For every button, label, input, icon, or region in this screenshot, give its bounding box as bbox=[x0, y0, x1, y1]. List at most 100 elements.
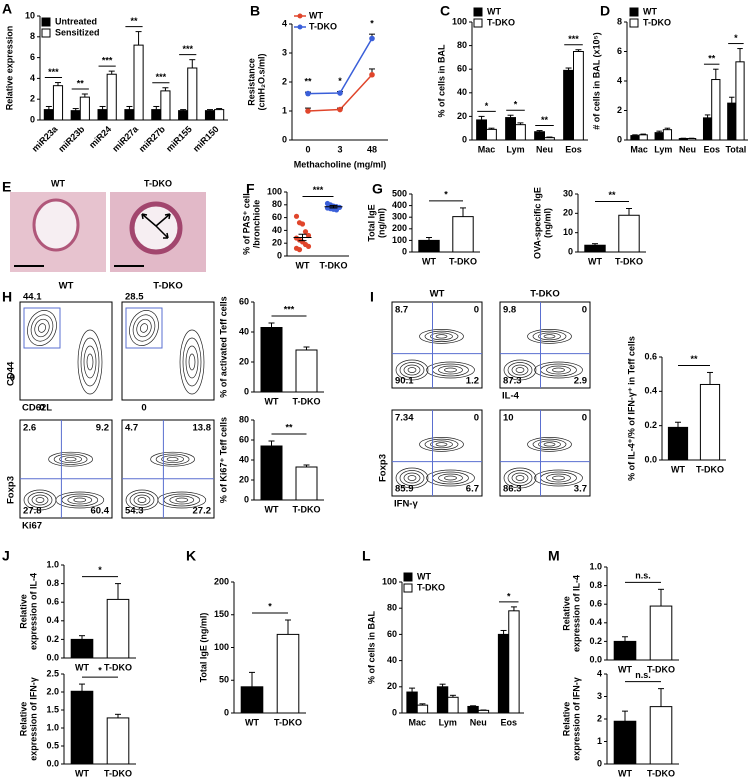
y-axis-label: (ng/ml) bbox=[542, 208, 552, 238]
x-tick-label: miR24 bbox=[87, 124, 113, 150]
bar bbox=[79, 96, 90, 121]
y-tick-label: 400 bbox=[392, 200, 407, 210]
contour bbox=[430, 332, 453, 341]
x-tick-label: miR155 bbox=[164, 124, 194, 154]
bar bbox=[204, 110, 216, 121]
bar bbox=[406, 691, 418, 714]
contour bbox=[438, 365, 463, 375]
y-tick-label: 150 bbox=[214, 609, 229, 619]
y-tick-label: 0.0 bbox=[46, 652, 59, 662]
legend-label: T-DKO bbox=[309, 21, 337, 31]
contour bbox=[424, 438, 459, 450]
bar bbox=[678, 138, 688, 141]
flow-x-label: Ki67 bbox=[22, 521, 42, 532]
y-tick-label: 4 bbox=[282, 18, 287, 28]
contour bbox=[546, 473, 571, 483]
x-tick-label: WT bbox=[245, 717, 259, 727]
significance: * bbox=[507, 591, 511, 601]
y-tick-label: 0.4 bbox=[644, 386, 657, 396]
y-tick-label: 0.0 bbox=[46, 758, 59, 768]
y-tick-label: 0 bbox=[244, 386, 249, 396]
flow-plot-frame bbox=[19, 301, 113, 401]
x-tick-label: Mac bbox=[630, 144, 648, 154]
legend-label: T-DKO bbox=[487, 17, 515, 27]
contour bbox=[185, 345, 199, 379]
x-tick-label: miR150 bbox=[191, 124, 221, 154]
bar bbox=[687, 138, 697, 141]
flow-y-label: CD44 bbox=[6, 361, 17, 386]
x-tick-label: Total bbox=[725, 144, 746, 154]
quadrant-percent: 0 bbox=[582, 305, 587, 316]
x-tick-label: Lym bbox=[506, 144, 524, 154]
significance: n.s. bbox=[635, 571, 651, 581]
y-tick-label: 100 bbox=[452, 16, 467, 26]
point bbox=[293, 213, 300, 219]
y-tick-label: 0.6 bbox=[46, 597, 59, 607]
y-tick-label: 60 bbox=[387, 629, 397, 639]
y-tick-label: 20 bbox=[387, 681, 397, 691]
quadrant-percent: 2.6 bbox=[23, 423, 36, 434]
bar bbox=[667, 426, 689, 461]
contour bbox=[86, 353, 94, 371]
y-tick-label: 8 bbox=[30, 31, 35, 41]
x-tick-label: Neu bbox=[536, 144, 553, 154]
y-tick-label: 80 bbox=[239, 414, 249, 424]
bar bbox=[467, 705, 479, 714]
bar bbox=[702, 117, 713, 141]
contour bbox=[399, 362, 425, 378]
significance: ** bbox=[285, 422, 293, 432]
contour bbox=[30, 314, 54, 342]
bar bbox=[654, 132, 664, 141]
contour bbox=[53, 453, 88, 465]
legend-label: WT bbox=[643, 6, 657, 16]
significance: * bbox=[444, 189, 448, 199]
significance: ** bbox=[304, 77, 312, 87]
x-tick-label: Neu bbox=[679, 144, 696, 154]
significance: * bbox=[268, 601, 272, 611]
legend-label: Untreated bbox=[55, 16, 97, 26]
quadrant-percent: 13.8 bbox=[193, 423, 212, 434]
y-tick-label: 0.6 bbox=[589, 599, 602, 609]
flow-y-label: Foxp3 bbox=[6, 476, 17, 504]
y-tick-label: 0.0 bbox=[644, 454, 657, 464]
quadrant-percent: 3.7 bbox=[574, 484, 587, 495]
y-tick-label: 200 bbox=[214, 576, 229, 586]
bar bbox=[711, 79, 721, 141]
quadrant-percent: 0 bbox=[474, 305, 479, 316]
contour bbox=[515, 475, 525, 481]
significance: *** bbox=[313, 185, 324, 195]
bar bbox=[563, 69, 575, 141]
bar bbox=[452, 216, 474, 253]
contour bbox=[527, 329, 572, 344]
x-tick-label: T-DKO bbox=[293, 396, 321, 406]
x-tick-label: T-DKO bbox=[320, 260, 348, 270]
y-tick-label: 2 bbox=[597, 713, 602, 723]
y-axis-label: # of cells in BAL (x10⁵) bbox=[591, 32, 601, 130]
y-tick-label: 1.5 bbox=[46, 704, 59, 714]
bar bbox=[295, 349, 318, 393]
bar bbox=[295, 466, 318, 501]
contour bbox=[538, 332, 561, 341]
y-tick-label: 0.6 bbox=[644, 351, 657, 361]
x-tick-label: Neu bbox=[470, 717, 487, 727]
x-tick-label: 3 bbox=[337, 144, 342, 154]
x-axis-label: Methacholine (mg/ml) bbox=[294, 159, 387, 169]
y-tick-label: 1 bbox=[282, 105, 287, 115]
quadrant-percent: 10 bbox=[503, 413, 514, 424]
legend-label: T-DKO bbox=[417, 582, 445, 592]
bar bbox=[160, 90, 171, 121]
point bbox=[305, 232, 312, 239]
panel-letter: H bbox=[2, 289, 12, 305]
y-tick-label: 40 bbox=[272, 225, 282, 235]
y-tick-label: 0 bbox=[402, 246, 407, 256]
y-tick-label: 0.4 bbox=[46, 615, 59, 625]
y-tick-label: 0.2 bbox=[644, 420, 657, 430]
x-tick-label: T-DKO bbox=[615, 256, 643, 266]
point bbox=[369, 71, 375, 78]
flow-plot-frame bbox=[121, 419, 215, 519]
contour bbox=[507, 470, 533, 486]
y-axis-label: % of Ki67⁺ Teff cells bbox=[218, 417, 228, 503]
y-tick-label: 60 bbox=[239, 434, 249, 444]
significance: * bbox=[734, 33, 738, 43]
contour bbox=[129, 310, 159, 346]
